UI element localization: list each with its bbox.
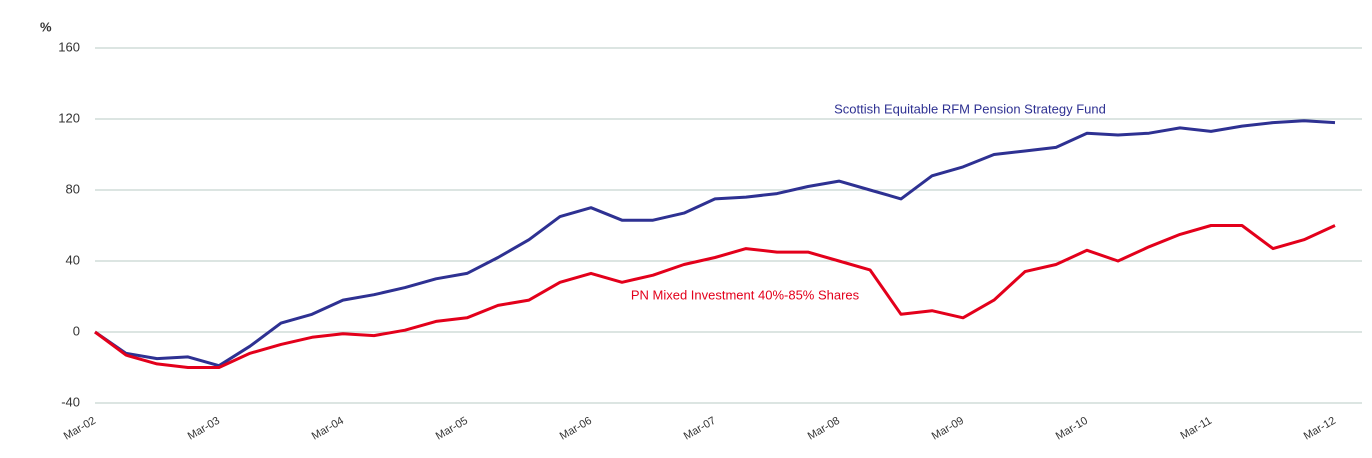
x-tick-label: Mar-05 — [434, 415, 470, 443]
x-tick-label: Mar-10 — [1054, 415, 1090, 443]
y-tick-label: 40 — [66, 252, 80, 267]
x-tick-label: Mar-04 — [310, 415, 346, 443]
y-tick-label: 120 — [58, 110, 80, 125]
x-tick-label: Mar-09 — [930, 415, 966, 443]
line-series — [94, 119, 1336, 368]
y-tick-label: -40 — [61, 394, 80, 409]
x-tick-label: Mar-12 — [1302, 415, 1338, 443]
y-axis-label: % — [40, 19, 52, 34]
series-label: PN Mixed Investment 40%-85% Shares — [631, 287, 860, 302]
x-tick-label: Mar-08 — [806, 415, 842, 443]
x-tick-label: Mar-06 — [558, 415, 594, 443]
x-tick-label: Mar-03 — [186, 415, 222, 443]
y-tick-label: 160 — [58, 39, 80, 54]
x-tick-label: Mar-07 — [682, 415, 718, 443]
line-series — [94, 224, 1336, 369]
y-tick-label: 0 — [73, 323, 80, 338]
y-tick-label: 80 — [66, 181, 80, 196]
x-tick-label: Mar-02 — [62, 415, 98, 443]
x-tick-label: Mar-11 — [1178, 415, 1213, 442]
series-label: Scottish Equitable RFM Pension Strategy … — [834, 101, 1106, 116]
